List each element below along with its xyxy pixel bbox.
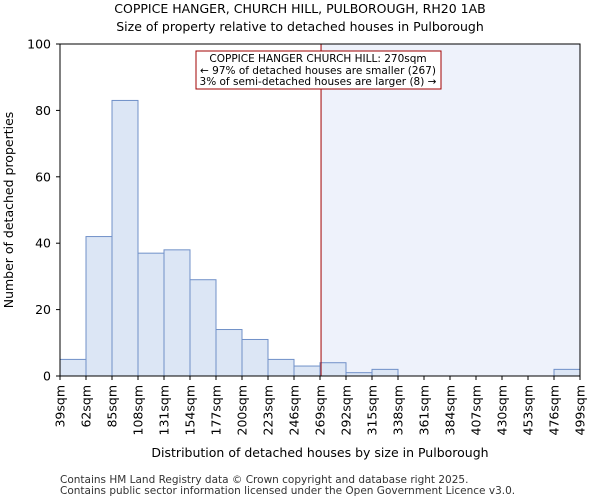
y-tick-label-100: 100	[27, 37, 51, 52]
bar-39sqm	[59, 358, 87, 377]
x-tick-label-62sqm: 62sqm	[79, 385, 94, 428]
x-tick-label-131sqm: 131sqm	[157, 385, 172, 435]
footer-line-2: Contains public sector information licen…	[60, 485, 515, 497]
x-tick-label-85sqm: 85sqm	[105, 385, 120, 428]
y-tick-label-0: 0	[43, 369, 51, 384]
annotation-frame	[195, 50, 442, 90]
x-tick-label-39sqm: 39sqm	[53, 385, 68, 428]
y-tick-label-40: 40	[35, 236, 51, 251]
bar-131sqm	[163, 249, 191, 377]
bar-177sqm	[215, 329, 243, 377]
highlight-region	[321, 44, 580, 376]
x-tick-label-499sqm: 499sqm	[573, 385, 588, 435]
x-tick-label-177sqm: 177sqm	[209, 385, 224, 435]
x-tick-label-200sqm: 200sqm	[235, 385, 250, 435]
bar-85sqm	[111, 99, 139, 377]
x-tick-label-269sqm: 269sqm	[313, 385, 328, 435]
chart-title: COPPICE HANGER, CHURCH HILL, PULBOROUGH,…	[114, 1, 485, 16]
x-tick-label-154sqm: 154sqm	[183, 385, 198, 435]
x-tick-label-315sqm: 315sqm	[365, 385, 380, 435]
x-tick-label-292sqm: 292sqm	[339, 385, 354, 435]
bar-200sqm	[241, 338, 269, 377]
x-axis-label: Distribution of detached houses by size …	[151, 445, 488, 460]
x-tick-label-453sqm: 453sqm	[521, 385, 536, 435]
bar-62sqm	[85, 236, 113, 377]
bar-223sqm	[267, 358, 295, 377]
annotation-line-1: COPPICE HANGER CHURCH HILL: 270sqm	[209, 53, 426, 65]
y-axis-label: Number of detached properties	[1, 112, 16, 309]
bars-group	[59, 99, 581, 377]
bar-246sqm	[293, 365, 321, 377]
annotation-line-3: 3% of semi-detached houses are larger (8…	[200, 76, 437, 88]
bar-476sqm	[553, 368, 581, 377]
annotation-box: COPPICE HANGER CHURCH HILL: 270sqm ← 97%…	[195, 50, 442, 90]
bar-315sqm	[371, 368, 399, 377]
chart-subtitle: Size of property relative to detached ho…	[116, 19, 484, 34]
x-tick-label-361sqm: 361sqm	[417, 385, 432, 435]
bar-269sqm	[319, 362, 347, 377]
x-tick-label-108sqm: 108sqm	[131, 385, 146, 435]
bar-154sqm	[189, 279, 217, 377]
x-tick-label-223sqm: 223sqm	[261, 385, 276, 435]
x-tick-label-407sqm: 407sqm	[469, 385, 484, 435]
y-axis-ticks: 0 20 40 60 80 100	[27, 37, 60, 384]
footer-line-1: Contains HM Land Registry data © Crown c…	[60, 474, 468, 486]
x-tick-label-384sqm: 384sqm	[443, 385, 458, 435]
annotation-line-2: ← 97% of detached houses are smaller (26…	[200, 65, 436, 77]
y-tick-label-80: 80	[35, 103, 51, 118]
x-axis-ticks: 39sqm 62sqm 85sqm 108sqm 131sqm 154sqm 177sqm 2…	[53, 376, 588, 435]
x-tick-label-430sqm: 430sqm	[495, 385, 510, 435]
plot-frame	[59, 43, 581, 377]
bar-108sqm	[137, 252, 165, 377]
x-tick-label-476sqm: 476sqm	[547, 385, 562, 435]
x-tick-label-338sqm: 338sqm	[391, 385, 406, 435]
y-tick-label-20: 20	[35, 302, 51, 317]
x-tick-label-246sqm: 246sqm	[287, 385, 302, 435]
y-tick-label-60: 60	[35, 169, 51, 184]
